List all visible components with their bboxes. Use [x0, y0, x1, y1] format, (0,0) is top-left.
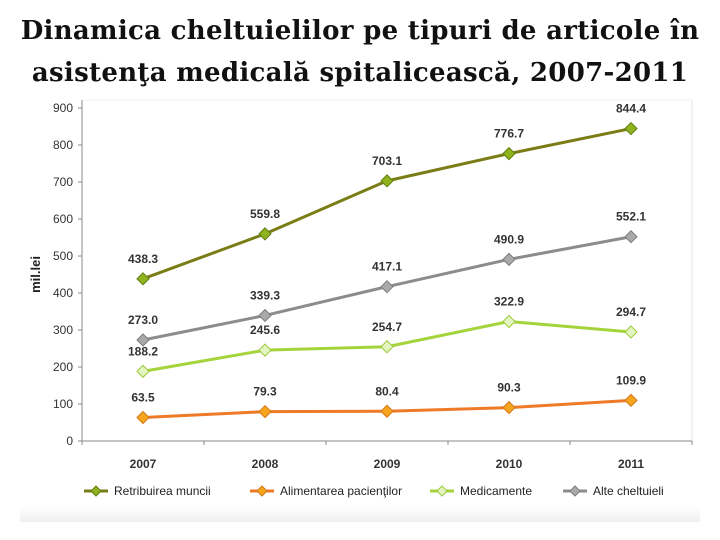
x-tick-label: 2007: [130, 457, 157, 471]
y-axis-label: mil.lei: [28, 256, 43, 293]
data-point: [624, 393, 638, 408]
series-3: 273.0 339.3 417.1 490.9 552.1: [128, 210, 646, 347]
legend-marker: [256, 485, 268, 497]
series-layer: 438.3 559.8 703.1 776.7 844.4 63.5 79.3 80.4 90.…: [128, 102, 646, 425]
data-point: [258, 308, 272, 323]
data-label: 703.1: [372, 154, 402, 168]
series-0: 438.3 559.8 703.1 776.7 844.4: [128, 102, 646, 286]
data-point: [136, 272, 150, 286]
y-tick-label: 500: [53, 249, 73, 263]
data-point: [380, 340, 394, 354]
data-label: 63.5: [131, 391, 155, 405]
x-tick-label: 2009: [374, 457, 401, 471]
chart-bottom-shade: [20, 500, 700, 522]
data-label: 490.9: [494, 232, 524, 246]
data-label: 294.7: [616, 305, 646, 319]
y-tick-label: 800: [53, 138, 73, 152]
y-tick-label: 300: [53, 323, 73, 337]
y-tick-label: 700: [53, 175, 73, 189]
data-label: 438.3: [128, 252, 158, 266]
data-point: [624, 325, 638, 339]
legend-item: Retribuirea muncii: [84, 484, 211, 498]
data-label: 844.4: [616, 102, 646, 116]
chart-title: Dinamica cheltuielilor pe tipuri de arti…: [0, 10, 720, 94]
data-label: 273.0: [128, 313, 158, 327]
data-label: 245.6: [250, 323, 280, 337]
legend-label: Medicamente: [460, 484, 532, 498]
data-label: 339.3: [250, 288, 280, 302]
legend-item: Alte cheltuieli: [563, 484, 664, 498]
data-point: [502, 400, 516, 415]
data-point: [502, 252, 516, 267]
legend-label: Alte cheltuieli: [593, 484, 664, 498]
chart-title-line-2: asistenţa medicală spitalicească, 2007-2…: [31, 58, 689, 88]
data-label: 188.2: [128, 344, 158, 358]
data-label: 109.9: [616, 373, 646, 387]
data-point: [136, 333, 150, 347]
series-2: 188.2 245.6 254.7 322.9 294.7: [128, 295, 646, 379]
data-point: [136, 410, 150, 425]
legend-item: Medicamente: [430, 484, 532, 498]
data-point: [258, 404, 272, 419]
data-point: [502, 314, 516, 329]
x-tick-label: 2008: [252, 457, 279, 471]
legend-marker: [90, 485, 102, 497]
data-label: 552.1: [616, 210, 646, 224]
legend-label: Alimentarea pacienţilor: [280, 484, 402, 498]
legend-item: Alimentarea pacienţilor: [250, 484, 402, 498]
legend-label: Retribuirea muncii: [114, 484, 211, 498]
x-tick-label: 2010: [496, 457, 523, 471]
data-label: 254.7: [372, 320, 402, 334]
data-label: 559.8: [250, 207, 280, 221]
data-point: [380, 174, 394, 188]
chart-title-line-1: Dinamica cheltuielilor pe tipuri de arti…: [20, 16, 700, 46]
data-point: [624, 230, 638, 244]
data-point: [624, 121, 638, 136]
data-label: 79.3: [253, 385, 277, 399]
data-point: [502, 146, 516, 161]
y-tick-label: 0: [66, 434, 73, 448]
y-tick-label: 200: [53, 360, 73, 374]
x-tick-label: 2011: [618, 457, 644, 471]
y-tick-label: 900: [53, 101, 73, 115]
data-point: [136, 364, 150, 379]
data-label: 90.3: [497, 381, 521, 395]
axes: 0 100 200 300 400 500 600 700 800 900 2007 2008 2009…: [28, 100, 693, 471]
series-line: [142, 127, 632, 281]
y-tick-label: 600: [53, 212, 73, 226]
data-point: [380, 404, 394, 418]
data-label: 322.9: [494, 295, 524, 309]
data-label: 776.7: [494, 127, 524, 141]
legend: Retribuirea muncii Alimentarea pacienţilo…: [84, 484, 664, 498]
y-tick-label: 100: [53, 397, 73, 411]
series-1: 63.5 79.3 80.4 90.3 109.9: [131, 373, 646, 425]
data-point: [258, 343, 272, 357]
legend-marker: [436, 485, 448, 497]
legend-marker: [569, 485, 581, 497]
data-label: 80.4: [375, 384, 399, 398]
data-label: 417.1: [372, 260, 402, 274]
data-point: [258, 227, 272, 241]
y-tick-label: 400: [53, 286, 73, 300]
data-point: [380, 279, 394, 294]
